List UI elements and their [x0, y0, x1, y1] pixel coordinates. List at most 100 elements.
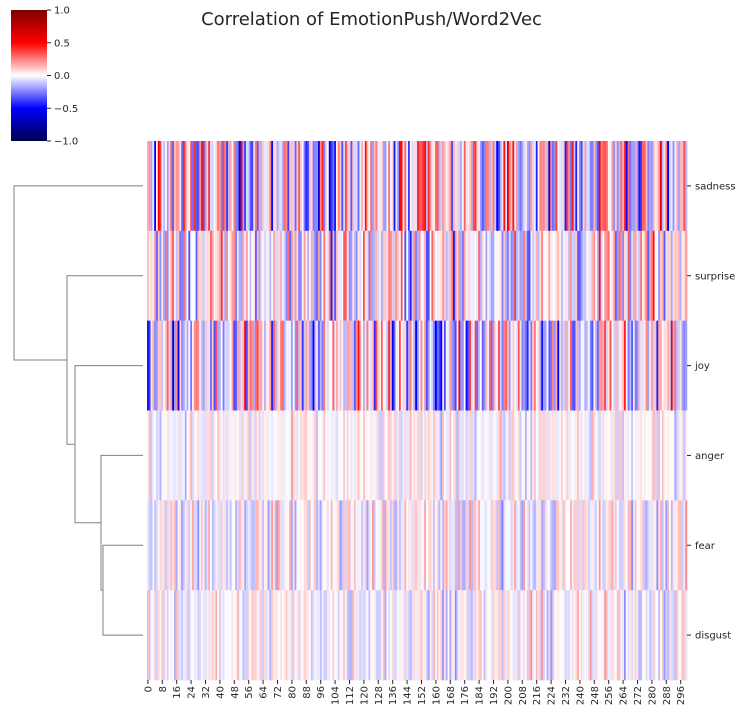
heatmap-cell — [625, 590, 628, 681]
heatmap-cell — [372, 230, 375, 321]
heatmap-cell — [543, 500, 546, 591]
heatmap-cell — [159, 500, 162, 591]
heatmap-cell — [519, 320, 522, 411]
heatmap-cell — [274, 320, 277, 411]
heatmap-cell — [294, 141, 297, 232]
heatmap-cell — [480, 320, 483, 411]
heatmap-cell — [382, 410, 385, 501]
heatmap-cell — [202, 500, 205, 591]
heatmap-cell — [510, 141, 513, 232]
heatmap-cell — [559, 230, 562, 321]
heatmap-cell — [431, 500, 434, 591]
heatmap-cell — [525, 410, 528, 501]
heatmap-cell — [442, 320, 445, 411]
heatmap-cell — [231, 500, 234, 591]
heatmap-cell — [503, 500, 506, 591]
heatmap-cell — [503, 141, 506, 232]
heatmap-cell — [445, 500, 448, 591]
heatmap-cell — [485, 141, 488, 232]
heatmap-cell — [348, 410, 351, 501]
x-tick-label: 256 — [604, 686, 615, 705]
heatmap-cell — [494, 410, 497, 501]
heatmap-cell — [282, 320, 285, 411]
heatmap-cell — [543, 141, 546, 232]
heatmap-cell — [501, 410, 504, 501]
heatmap-cell — [606, 141, 609, 232]
heatmap-cell — [240, 590, 243, 681]
heatmap-cell — [157, 141, 160, 232]
heatmap-cell — [444, 230, 447, 321]
heatmap-cell — [598, 141, 601, 232]
heatmap-cell — [532, 230, 535, 321]
heatmap-cell — [652, 320, 655, 411]
heatmap-cell — [645, 590, 648, 681]
x-tick-label: 72 — [273, 686, 284, 699]
heatmap-cell — [478, 141, 481, 232]
heatmap-cell — [355, 410, 358, 501]
heatmap-cell — [431, 410, 434, 501]
heatmap-cell — [467, 500, 470, 591]
heatmap-cell — [580, 590, 583, 681]
heatmap-cell — [336, 500, 339, 591]
heatmap-cell — [352, 590, 355, 681]
heatmap-cell — [474, 500, 477, 591]
heatmap-cell — [661, 230, 664, 321]
heatmap-cell — [314, 500, 317, 591]
heatmap-cell — [453, 230, 456, 321]
heatmap-cell — [607, 590, 610, 681]
heatmap-cell — [327, 410, 330, 501]
heatmap-cell — [339, 230, 342, 321]
heatmap-cell — [379, 500, 382, 591]
heatmap-cell — [150, 230, 153, 321]
heatmap-cell — [521, 141, 524, 232]
heatmap-cell — [483, 590, 486, 681]
heatmap-cell — [501, 500, 504, 591]
heatmap-cell — [487, 230, 490, 321]
heatmap-cell — [555, 320, 558, 411]
heatmap-cell — [262, 320, 265, 411]
heatmap-cell — [354, 590, 357, 681]
heatmap-cell — [516, 320, 519, 411]
heatmap-cell — [435, 230, 438, 321]
heatmap-cell — [172, 590, 175, 681]
x-tick-label: 56 — [244, 686, 255, 699]
heatmap-cell — [420, 500, 423, 591]
heatmap-cell — [168, 500, 171, 591]
heatmap-cell — [274, 410, 277, 501]
heatmap-cell — [616, 500, 619, 591]
heatmap-cell — [397, 590, 400, 681]
x-tick-label: 8 — [158, 686, 169, 692]
heatmap-cell — [372, 500, 375, 591]
heatmap-cell — [510, 590, 513, 681]
heatmap-cell — [622, 320, 625, 411]
heatmap-cell — [422, 230, 425, 321]
heatmap-cell — [492, 320, 495, 411]
heatmap-cell — [267, 410, 270, 501]
heatmap-cell — [165, 590, 168, 681]
heatmap-cell — [418, 410, 421, 501]
heatmap-cell — [213, 500, 216, 591]
heatmap-cell — [672, 590, 675, 681]
heatmap-cell — [159, 230, 162, 321]
heatmap-cell — [494, 590, 497, 681]
heatmap-cell — [399, 141, 402, 232]
heatmap-cell — [264, 590, 267, 681]
heatmap-cell — [543, 590, 546, 681]
heatmap-cell — [582, 320, 585, 411]
heatmap-cell — [544, 500, 547, 591]
heatmap-cell — [660, 230, 663, 321]
heatmap-cell — [579, 500, 582, 591]
heatmap-cell — [301, 141, 304, 232]
heatmap-cell — [184, 500, 187, 591]
heatmap-cell — [210, 230, 213, 321]
heatmap-cell — [598, 500, 601, 591]
heatmap-cell — [636, 410, 639, 501]
heatmap-cell — [568, 320, 571, 411]
x-tick-label: 280 — [647, 686, 658, 705]
heatmap-cell — [469, 410, 472, 501]
heatmap-cell — [537, 500, 540, 591]
heatmap-cell — [251, 410, 254, 501]
heatmap-cell — [499, 230, 502, 321]
heatmap-cell — [526, 230, 529, 321]
heatmap-cell — [168, 141, 171, 232]
